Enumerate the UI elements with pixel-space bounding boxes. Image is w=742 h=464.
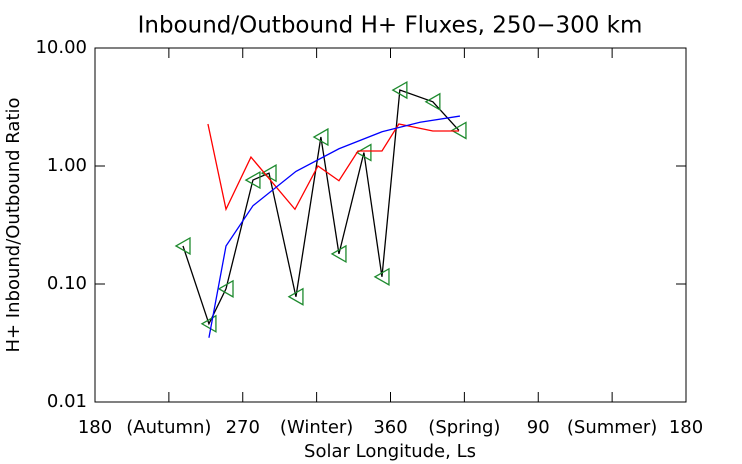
marker	[217, 279, 234, 298]
x-axis-label: Solar Longitude, Ls	[304, 441, 476, 462]
y-axis-label: H+ Inbound/Outbound Ratio	[3, 97, 24, 352]
plot-frame	[94, 47, 687, 403]
marker	[244, 170, 261, 190]
marker	[391, 80, 408, 100]
marker	[287, 287, 304, 306]
marker	[355, 143, 372, 162]
marker	[312, 127, 329, 147]
marker	[424, 92, 441, 111]
series-line	[207, 123, 459, 212]
y-tick-label: 1.00	[47, 155, 87, 176]
marker	[450, 121, 467, 140]
x-tick-label: 270	[226, 417, 260, 438]
x-tick-label: (Autumn)	[126, 417, 211, 438]
y-tick-label: 0.10	[47, 273, 87, 294]
y-tick-label: 10.00	[35, 37, 87, 58]
marker	[200, 314, 217, 333]
marker	[260, 164, 277, 183]
series-line	[208, 115, 461, 338]
marker	[330, 244, 347, 263]
chart-title: Inbound/Outbound H+ Fluxes, 250−300 km	[138, 13, 643, 39]
series-line	[182, 89, 460, 326]
x-tick-label: (Winter)	[280, 417, 353, 438]
marker	[373, 267, 390, 286]
marker	[174, 236, 191, 256]
x-tick-label: 180	[669, 417, 703, 438]
y-tick-label: 0.01	[47, 391, 87, 412]
x-tick-label: 90	[527, 417, 550, 438]
x-tick-label: 360	[373, 417, 407, 438]
x-tick-label: 180	[78, 417, 112, 438]
x-tick-label: (Spring)	[428, 417, 500, 438]
x-tick-label: (Summer)	[567, 417, 657, 438]
